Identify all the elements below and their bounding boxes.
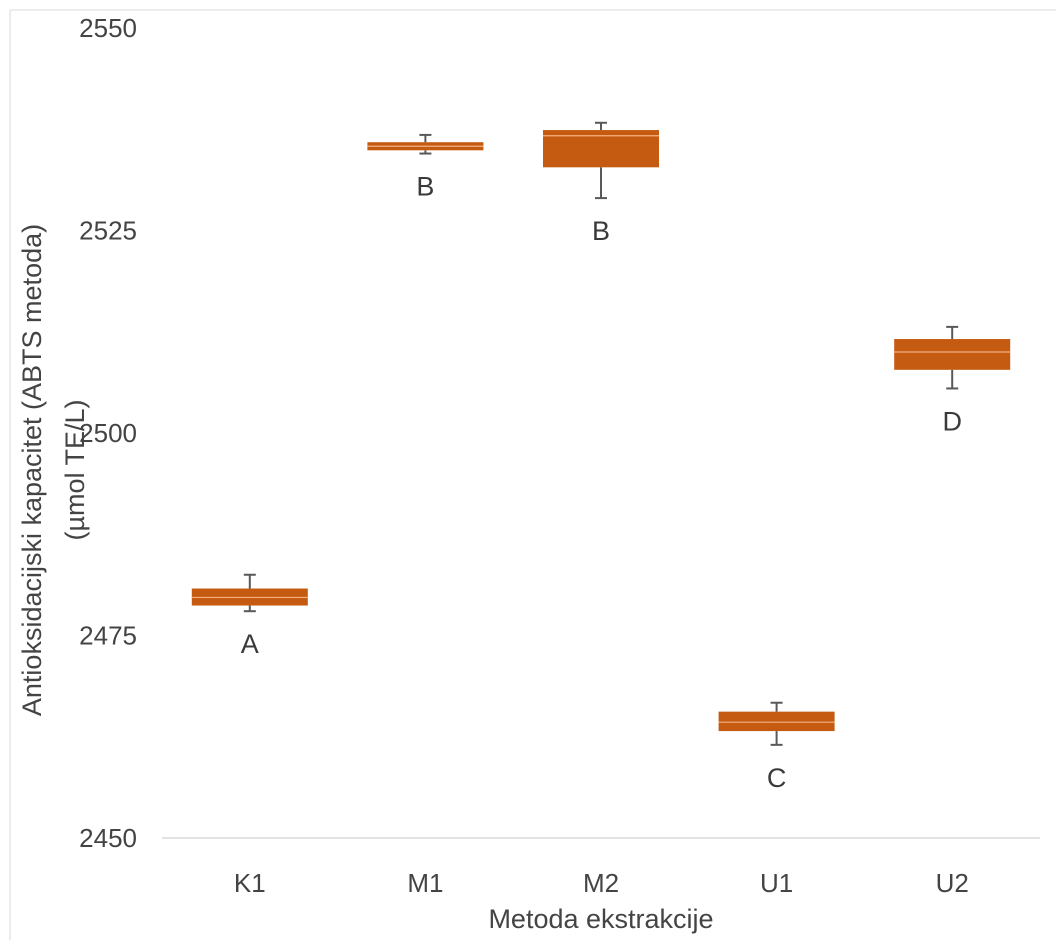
- y-axis-title-line1: Antioksidacijski kapacitet (ABTS metoda): [17, 224, 47, 716]
- group-letter: B: [416, 172, 434, 202]
- box-u2: D: [894, 325, 1011, 436]
- box-iqr: [894, 339, 1011, 370]
- box-m2: B: [543, 121, 659, 246]
- y-tick-label: 2525: [79, 216, 137, 246]
- x-tick-label: M1: [407, 868, 443, 898]
- group-letter: B: [592, 216, 610, 246]
- x-axis-title: Metoda ekstrakcije: [488, 904, 713, 934]
- y-tick-label: 2475: [79, 621, 137, 651]
- y-axis-title-line2: (µmol TE/L): [60, 399, 90, 540]
- y-tick-label: 2500: [79, 418, 137, 448]
- y-tick-label: 2550: [79, 13, 137, 43]
- box-m1: B: [367, 133, 484, 202]
- box-iqr: [718, 711, 835, 732]
- group-letter: C: [767, 763, 787, 793]
- box-k1: A: [191, 573, 308, 659]
- x-axis-ticks: K1 M1 M2 U1 U2: [234, 868, 969, 898]
- x-tick-label: M2: [583, 868, 619, 898]
- box-u1: C: [718, 701, 835, 793]
- group-letter: D: [942, 406, 962, 436]
- group-letter: A: [241, 629, 259, 659]
- y-axis-ticks: 2450 2475 2500 2525 2550: [79, 13, 137, 853]
- x-tick-label: K1: [234, 868, 266, 898]
- y-tick-label: 2450: [79, 823, 137, 853]
- x-tick-label: U1: [760, 868, 793, 898]
- box-series: A B B C D: [191, 121, 1011, 793]
- x-tick-label: U2: [936, 868, 969, 898]
